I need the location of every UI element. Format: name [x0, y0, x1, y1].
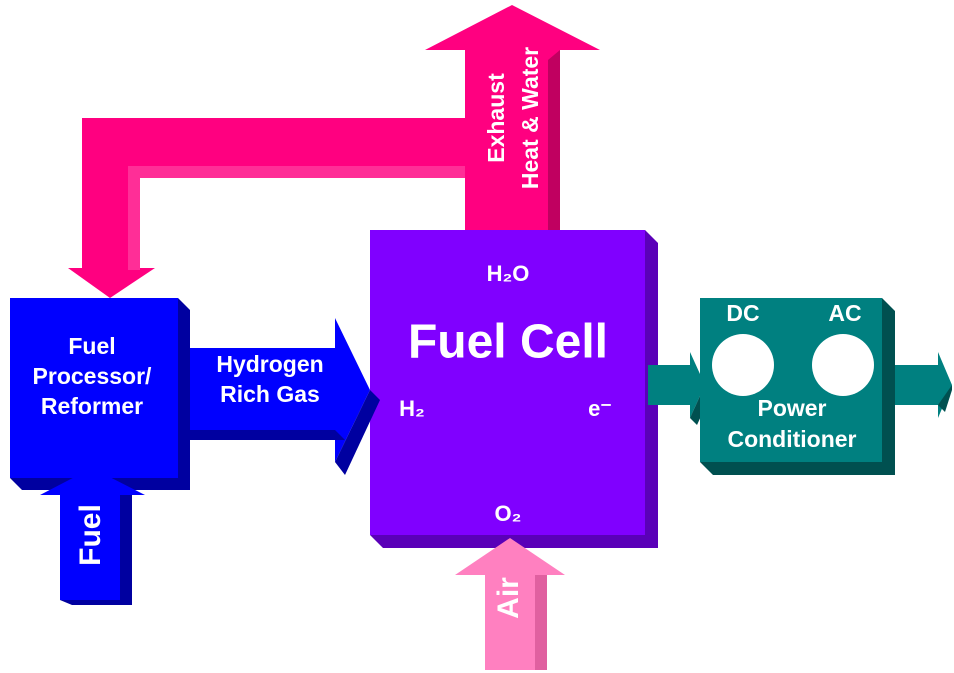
exhaust-loop — [68, 118, 465, 298]
fuel-cell-label: Fuel Cell — [408, 316, 608, 369]
fuel-arrow — [40, 468, 145, 605]
reformer-label: Reformer — [41, 393, 143, 419]
fuel-cell-box — [370, 230, 658, 548]
port-label: O₂ — [495, 501, 522, 526]
port-label: H₂O — [487, 261, 530, 286]
power-conditioner-box — [700, 298, 895, 475]
port-label: H₂ — [399, 396, 425, 421]
hydrogen-label: Hydrogen — [216, 351, 323, 377]
fuel-label: Fuel — [74, 504, 107, 566]
power-conditioner-label: Power — [757, 395, 826, 421]
hydrogen-label: Rich Gas — [220, 381, 320, 407]
exhaust-label: Heat & Water — [517, 47, 543, 189]
port-label: AC — [828, 300, 861, 326]
hydrogen-arrow — [170, 318, 380, 475]
ac-arrow — [895, 352, 952, 418]
port-label: DC — [726, 300, 759, 326]
air-label: Air — [492, 577, 525, 619]
reformer-label: Processor/ — [33, 363, 153, 389]
exhaust-label: Exhaust — [483, 73, 509, 163]
exhaust-arrow — [425, 5, 600, 235]
air-arrow — [455, 538, 565, 670]
reformer-label: Fuel — [68, 333, 115, 359]
power-conditioner-label: Conditioner — [727, 426, 856, 452]
reformer-box — [10, 298, 190, 490]
port-label: e⁻ — [588, 396, 612, 421]
